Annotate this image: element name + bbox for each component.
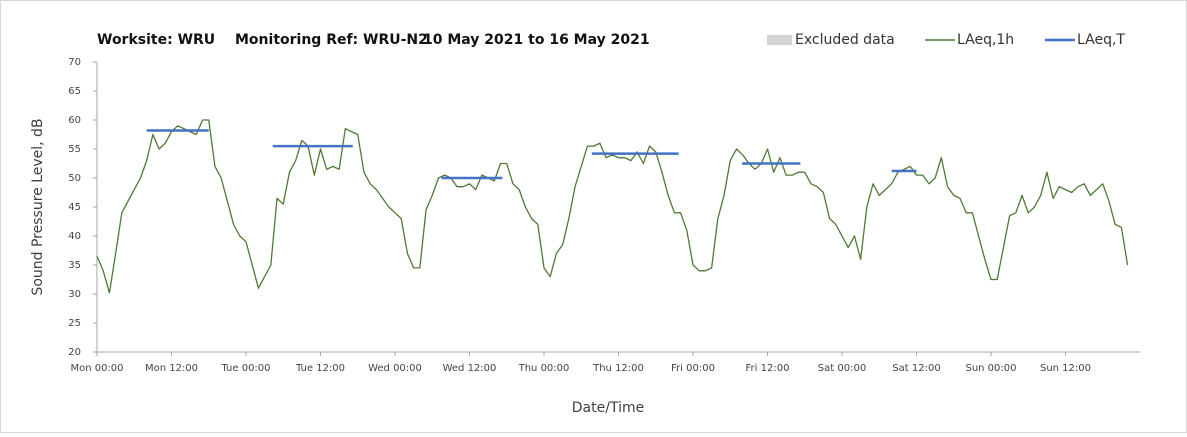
legend-label: LAeq,T [1077,32,1125,48]
x-tick-label: Mon 00:00 [70,363,123,374]
y-tick-label: 60 [68,115,81,126]
x-tick-label: Sun 00:00 [965,363,1016,374]
y-tick-label: 20 [68,347,81,358]
legend-swatch [767,35,792,45]
x-tick-label: Fri 12:00 [746,363,790,374]
x-tick-label: Tue 00:00 [220,363,270,374]
y-tick-label: 45 [68,202,81,213]
y-tick-label: 25 [68,318,81,329]
y-tick-label: 55 [68,144,81,155]
y-tick-label: 70 [68,57,81,68]
y-tick-label: 35 [68,260,81,271]
x-tick-label: Fri 00:00 [671,363,715,374]
title-dates: 10 May 2021 to 16 May 2021 [423,32,650,48]
y-tick-label: 40 [68,231,81,242]
title-worksite: Worksite: WRU [97,32,215,48]
y-tick-label: 50 [68,173,81,184]
y-tick-label: 65 [68,86,81,97]
y-axis-label: Sound Pressure Level, dB [30,118,46,295]
x-tick-label: Tue 12:00 [295,363,345,374]
x-tick-label: Wed 00:00 [368,363,422,374]
x-tick-label: Thu 00:00 [518,363,570,374]
x-axis-label: Date/Time [572,400,644,416]
series-line [146,129,917,180]
title-ref: Monitoring Ref: WRU-N2 [235,32,428,48]
x-tick-label: Mon 12:00 [145,363,198,374]
x-tick-label: Thu 12:00 [592,363,644,374]
x-tick-label: Sun 12:00 [1040,363,1091,374]
y-tick-label: 30 [68,289,81,300]
legend-label: Excluded data [795,32,895,48]
x-tick-label: Sat 12:00 [892,363,940,374]
x-tick-label: Wed 12:00 [443,363,497,374]
legend-label: LAeq,1h [957,32,1014,48]
x-tick-label: Sat 00:00 [818,363,866,374]
